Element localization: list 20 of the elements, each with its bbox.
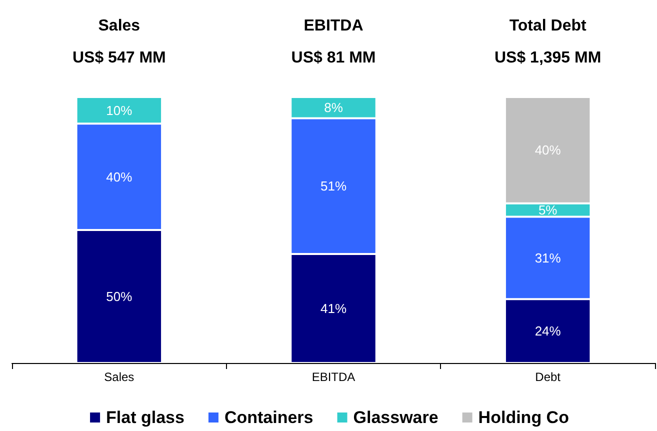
data-label: 40% — [534, 142, 562, 158]
data-label: 40% — [106, 169, 133, 184]
data-label: 10% — [106, 102, 133, 118]
x-tick-label: Sales — [104, 370, 134, 384]
data-label: 50% — [106, 289, 133, 304]
x-tick-label: EBITDA — [312, 370, 356, 384]
text: Total Debt US$ 1,395 MM — [494, 18, 602, 66]
data-label: 31% — [534, 250, 562, 266]
text: EBITDA US$ 81 MM — [291, 18, 376, 66]
data-label: 5% — [538, 202, 558, 218]
legend-label: Glassware — [353, 408, 438, 427]
data-label: 41% — [320, 300, 347, 316]
legend-label: Flat glass — [106, 408, 184, 427]
data-label: 51% — [320, 178, 347, 194]
legend-label: Holding Co — [478, 408, 569, 427]
data-label: 24% — [534, 324, 562, 339]
text: Sales US$ 547 MM — [72, 18, 166, 66]
data-label: 8% — [324, 100, 344, 116]
x-tick-label: Debt — [535, 370, 562, 384]
legend-label: Containers — [224, 408, 314, 427]
